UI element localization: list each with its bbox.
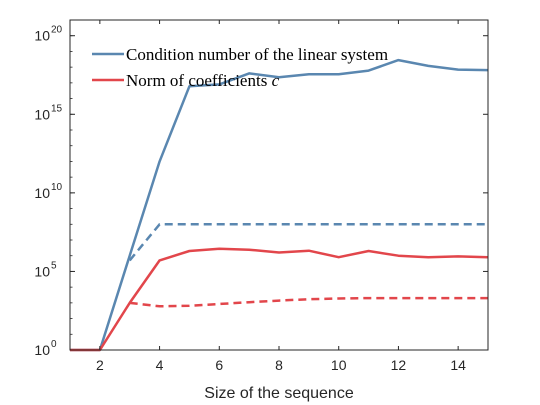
x-axis-title: Size of the sequence	[204, 385, 354, 402]
series-line-condition-dashed	[128, 223, 488, 262]
y-tick-exponent: 10	[51, 182, 63, 193]
x-tick-label: 4	[156, 357, 164, 373]
y-tick-exponent: 20	[51, 25, 63, 36]
x-tick-label: 8	[275, 357, 283, 373]
legend-label-condition: Condition number of the linear system	[126, 45, 388, 64]
y-tick-exponent: 0	[51, 339, 57, 350]
x-axis-ticks: 2 4 6 8 10 12 14	[96, 20, 466, 373]
y-tick-label: 10	[34, 342, 50, 358]
y-tick-label: 10	[34, 263, 50, 279]
x-tick-label: 14	[450, 357, 466, 373]
y-tick-exponent: 15	[51, 103, 63, 114]
y-tick-exponent: 5	[51, 260, 57, 271]
x-tick-label: 6	[215, 357, 223, 373]
legend-item-condition: Condition number of the linear system	[92, 45, 388, 64]
y-tick-label: 10	[34, 28, 50, 44]
y-tick-label: 10	[34, 106, 50, 122]
x-tick-label: 12	[391, 357, 407, 373]
y-tick-label: 10	[34, 185, 50, 201]
x-tick-label: 10	[331, 357, 347, 373]
series-group	[70, 58, 489, 352]
series-line-coefficients-solid	[70, 247, 489, 352]
series-line-condition-solid	[70, 58, 489, 352]
series-line-coefficients-dashed	[129, 296, 488, 308]
legend-item-coefficients: Norm of coefficients c	[92, 71, 280, 90]
legend-label-coefficients: Norm of coefficients c	[126, 71, 280, 90]
x-tick-label: 2	[96, 357, 104, 373]
legend: Condition number of the linear system No…	[92, 45, 388, 90]
